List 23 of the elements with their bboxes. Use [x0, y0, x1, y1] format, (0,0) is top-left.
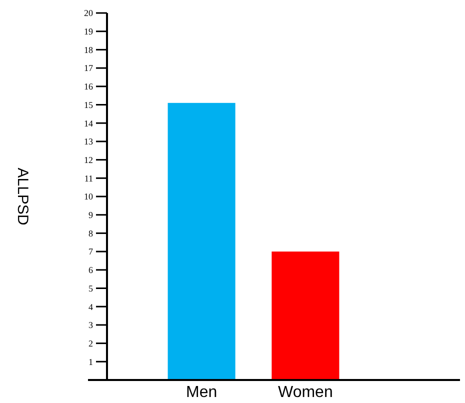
y-tick-label: 8: [88, 228, 94, 238]
y-tick-label: 15: [84, 100, 94, 110]
y-tick-label: 9: [88, 210, 94, 220]
y-tick-label: 7: [88, 246, 94, 257]
y-tick-label: 6: [88, 265, 94, 276]
y-tick-label: 4: [88, 302, 94, 312]
y-tick-label: 20: [84, 8, 94, 18]
y-tick-label: 1: [88, 356, 93, 367]
y-tick-label: 3: [88, 320, 94, 330]
y-tick-label: 14: [84, 118, 94, 128]
y-tick-label: 10: [84, 192, 94, 202]
y-tick-label: 5: [88, 283, 94, 294]
y-tick-label: 18: [84, 44, 94, 55]
y-axis-title: ALLPSD: [14, 168, 31, 226]
y-tick-label: 13: [84, 136, 94, 147]
y-tick-label: 12: [84, 154, 93, 165]
x-tick-label: Men: [186, 384, 218, 401]
y-tick-label: 2: [88, 338, 93, 348]
y-tick-label: 16: [84, 82, 94, 92]
y-tick-label: 17: [84, 63, 94, 74]
y-tick-label: 19: [84, 26, 94, 36]
x-tick-label: Women: [278, 384, 333, 401]
y-tick-label: 11: [84, 173, 93, 184]
